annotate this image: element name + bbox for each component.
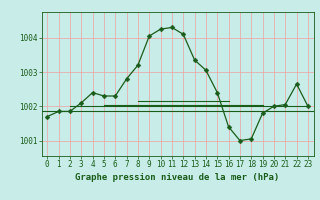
X-axis label: Graphe pression niveau de la mer (hPa): Graphe pression niveau de la mer (hPa) xyxy=(76,173,280,182)
